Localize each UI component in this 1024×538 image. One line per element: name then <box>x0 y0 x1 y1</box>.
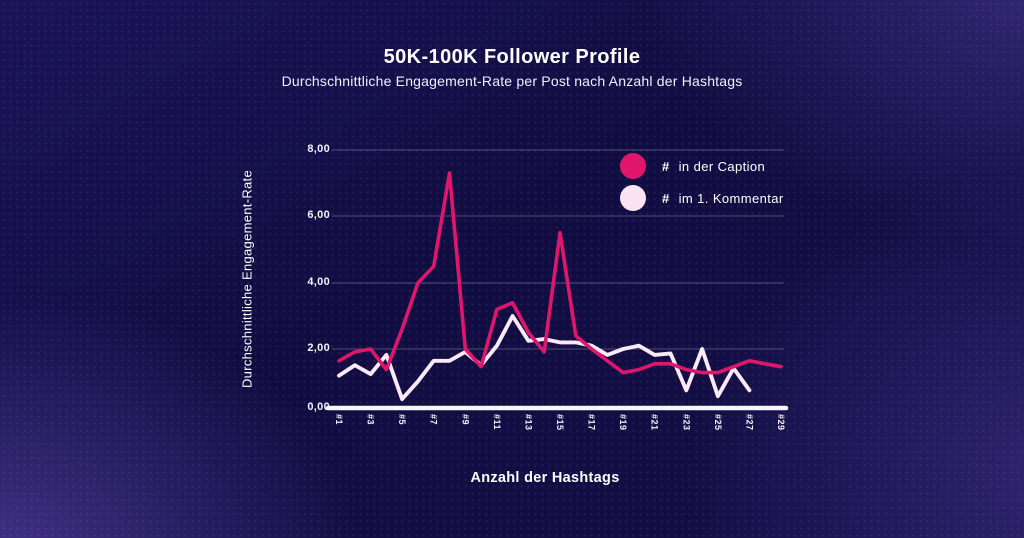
x-tick-label-text: #17 <box>586 414 597 431</box>
x-tick-label: #1 <box>333 414 345 427</box>
x-tick-label-text: #9 <box>460 414 471 426</box>
x-tick-label-text: #27 <box>744 414 755 431</box>
x-tick-label: #9 <box>459 414 471 427</box>
x-tick-label-text: #11 <box>491 414 502 431</box>
x-tick-label: #3 <box>365 414 377 427</box>
legend-item-kommentar: # im 1. Kommentar <box>620 185 784 211</box>
y-tick-label: 6,00 <box>307 209 330 221</box>
x-tick-label-text: #25 <box>712 414 723 431</box>
x-tick-label-text: #15 <box>554 414 565 431</box>
x-tick-label: #27 <box>743 414 755 433</box>
legend-item-caption: # in der Caption <box>620 153 765 179</box>
y-tick-label: 8,00 <box>307 143 330 155</box>
x-tick-label: #11 <box>491 414 503 432</box>
legend-label-caption-text: in der Caption <box>678 158 766 174</box>
x-tick-label: #25 <box>712 414 724 433</box>
caption-series-dot-icon <box>620 153 646 179</box>
x-tick-label-text: #3 <box>365 414 376 426</box>
x-tick-label-text: #19 <box>618 414 629 431</box>
x-tick-label: #15 <box>554 414 566 433</box>
legend-label-caption: # in der Caption <box>662 159 765 174</box>
x-tick-label-text: #13 <box>523 414 534 431</box>
x-tick-label: #7 <box>428 414 440 427</box>
y-tick-label: 0,00 <box>307 401 330 413</box>
x-tick-label-text: #1 <box>334 414 344 426</box>
x-tick-label: #19 <box>617 414 629 433</box>
x-tick-label: #13 <box>522 414 534 433</box>
x-tick-label: #5 <box>396 414 408 427</box>
legend-label-kommentar: # im 1. Kommentar <box>662 191 784 206</box>
x-axis-title: Anzahl der Hashtags <box>470 470 620 486</box>
legend-label-kommentar-text: im 1. Kommentar <box>678 190 784 206</box>
x-tick-label-text: #21 <box>649 414 660 431</box>
x-tick-label-text: #29 <box>775 414 786 431</box>
y-tick-label: 2,00 <box>307 342 330 354</box>
chart-title: 50K-100K Follower Profile <box>383 46 641 68</box>
hash-icon: # <box>662 158 670 174</box>
x-tick-label: #23 <box>680 414 692 433</box>
x-tick-label: #29 <box>775 414 787 433</box>
x-tick-label-text: #7 <box>428 414 439 426</box>
hash-icon: # <box>662 190 670 206</box>
x-tick-label: #21 <box>649 414 661 433</box>
chart-subtitle: Durchschnittliche Engagement-Rate per Po… <box>281 73 743 89</box>
x-tick-label: #17 <box>586 414 598 433</box>
y-tick-label: 4,00 <box>307 276 330 288</box>
x-tick-label-text: #23 <box>681 414 692 431</box>
x-tick-label-text: #5 <box>397 414 408 426</box>
kommentar-series-dot-icon <box>620 185 646 211</box>
caption-line <box>337 171 783 375</box>
